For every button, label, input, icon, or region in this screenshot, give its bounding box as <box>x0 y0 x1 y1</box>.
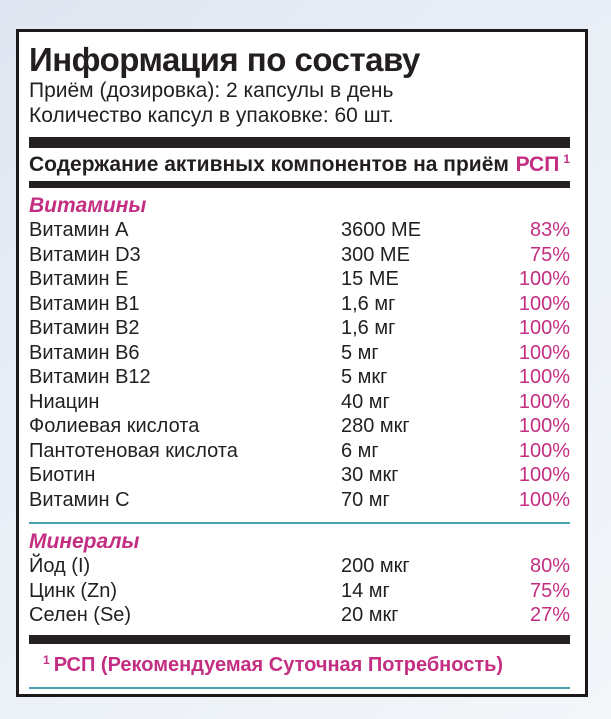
ingredient-amount: 14 мг <box>341 579 390 602</box>
ingredient-name: Ниацин <box>29 390 100 413</box>
ingredient-rsp: 100% <box>518 317 570 339</box>
ingredient-amount: 5 мкг <box>341 366 388 388</box>
bottom-separator-line <box>29 686 570 689</box>
divider-bar-top <box>29 137 570 148</box>
ingredient-rsp: 100% <box>518 439 570 462</box>
table-row: Ниацин 40 мг 100% <box>29 390 570 415</box>
ingredient-amount: 1,6 мг <box>341 317 396 339</box>
ingredient-amount: 30 мкг <box>341 464 399 486</box>
table-row: Витамин В12 5 мкг 100% <box>29 365 570 390</box>
ingredient-amount: 3600 МЕ <box>341 219 422 241</box>
ingredient-name: Пантотеновая кислота <box>29 439 238 462</box>
ingredient-rsp: 75% <box>529 243 570 266</box>
table-row: Витамин Е 15 МЕ 100% <box>29 267 570 292</box>
ingredient-name: Биотин <box>29 464 96 486</box>
ingredient-rsp: 100% <box>518 292 570 315</box>
ingredient-name: Витамин В6 <box>29 341 140 364</box>
rsp-label: РСП <box>515 153 560 176</box>
ingredient-rsp: 100% <box>518 488 570 511</box>
ingredient-name: Йод (I) <box>29 555 91 577</box>
section-separator-line <box>29 522 570 524</box>
table-row: Селен (Se) 20 мкг 27% <box>29 603 570 628</box>
ingredient-rsp: 27% <box>529 604 570 626</box>
ingredient-rsp: 100% <box>518 464 570 486</box>
ingredient-amount: 40 мг <box>341 390 390 413</box>
quantity-line: Количество капсул в упаковке: 60 шт. <box>29 104 394 127</box>
supplement-facts-panel: Информация по составу Приём (дозировка):… <box>16 29 588 697</box>
ingredient-amount: 280 мкг <box>341 415 410 437</box>
ingredient-name: Витамин В12 <box>29 366 151 388</box>
ingredient-name: Витамин D3 <box>29 243 141 266</box>
ingredient-amount: 70 мг <box>341 488 390 511</box>
ingredient-rsp: 100% <box>518 390 570 413</box>
table-row: Витамин С 70 мг 100% <box>29 488 570 513</box>
table-row: Цинк (Zn) 14 мг 75% <box>29 579 570 604</box>
footnote: 1 РСП (Рекомендуемая Суточная Потребность… <box>43 653 570 680</box>
section-title-vitamins: Витамины <box>29 194 147 217</box>
ingredient-amount: 15 МЕ <box>341 268 399 290</box>
footnote-text: РСП (Рекомендуемая Суточная Потребность) <box>53 653 504 676</box>
table-row: Биотин 30 мкг 100% <box>29 463 570 488</box>
table-row: Витамин В2 1,6 мг 100% <box>29 316 570 341</box>
ingredient-name: Цинк (Zn) <box>29 579 117 602</box>
dosage-line: Приём (дозировка): 2 капсулы в день <box>29 79 394 102</box>
ingredient-name: Витамин С <box>29 488 130 511</box>
divider-bar-header <box>29 181 570 188</box>
rsp-superscript: 1 <box>563 152 570 166</box>
table-header: Содержание активных компонентов на приём… <box>29 148 570 181</box>
ingredient-amount: 300 МЕ <box>341 243 410 266</box>
ingredient-rsp: 83% <box>529 219 570 241</box>
table-header-label: Содержание активных компонентов на приём <box>29 153 509 176</box>
table-row: Витамин А 3600 МЕ 83% <box>29 218 570 243</box>
ingredient-amount: 1,6 мг <box>341 292 396 315</box>
ingredient-rsp: 75% <box>529 579 570 602</box>
ingredient-rsp: 100% <box>518 415 570 437</box>
table-row: Фолиевая кислота 280 мкг 100% <box>29 414 570 439</box>
divider-bar-bottom <box>29 634 570 644</box>
ingredient-amount: 6 мг <box>341 439 379 462</box>
section-title-minerals: Минералы <box>29 530 140 553</box>
ingredient-rsp: 100% <box>518 341 570 364</box>
ingredient-name: Витамин В2 <box>29 317 140 339</box>
ingredient-name: Фолиевая кислота <box>29 415 200 437</box>
table-row: Йод (I) 200 мкг 80% <box>29 554 570 579</box>
ingredient-amount: 20 мкг <box>341 604 399 626</box>
ingredient-name: Витамин Е <box>29 268 129 290</box>
ingredient-rsp: 100% <box>518 268 570 290</box>
ingredient-name: Витамин А <box>29 219 129 241</box>
table-row: Пантотеновая кислота 6 мг 100% <box>29 439 570 464</box>
footnote-superscript: 1 <box>43 652 50 667</box>
ingredient-amount: 5 мг <box>341 341 379 364</box>
ingredient-amount: 200 мкг <box>341 555 410 577</box>
ingredient-name: Витамин В1 <box>29 292 140 315</box>
ingredient-name: Селен (Se) <box>29 604 132 626</box>
table-row: Витамин В6 5 мг 100% <box>29 341 570 366</box>
ingredient-rsp: 100% <box>518 366 570 388</box>
table-row: Витамин D3 300 МЕ 75% <box>29 243 570 268</box>
page-title: Информация по составу <box>29 41 420 78</box>
ingredient-rsp: 80% <box>529 555 570 577</box>
table-header-rsp: РСП 1 <box>515 152 570 177</box>
table-row: Витамин В1 1,6 мг 100% <box>29 292 570 317</box>
